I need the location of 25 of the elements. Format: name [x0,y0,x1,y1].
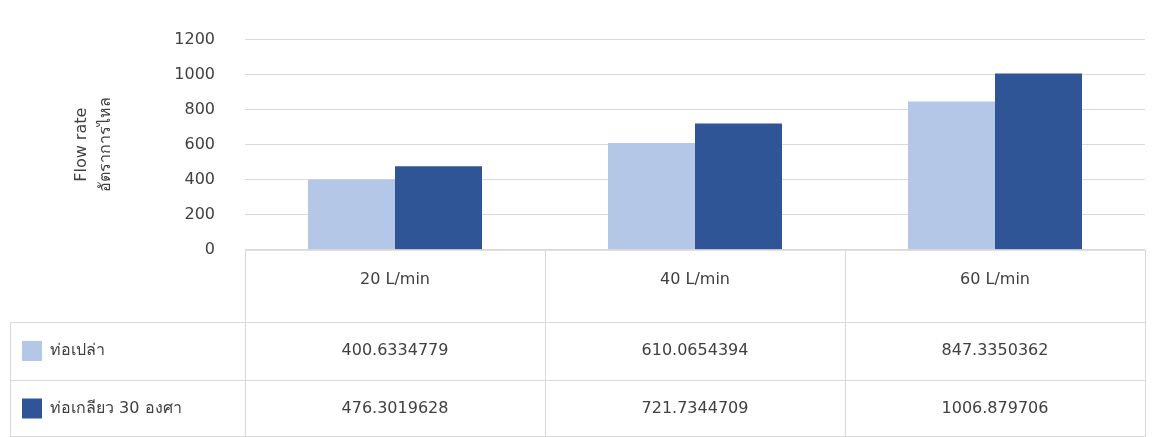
x-tick-label: 60 L/min [960,268,1030,288]
x-tick-label: 20 L/min [360,268,430,288]
data-label: 610.0654394 [641,340,749,360]
bar [908,101,995,250]
y-tick-label: 600 [184,133,215,153]
data-label: 721.7344709 [641,397,749,417]
legend-label: ท่อเปล่า [50,340,105,360]
x-tick-label: 40 L/min [660,268,730,288]
bar [395,166,482,250]
y-tick-label: 0 [204,238,215,258]
bar [695,123,782,250]
y-tick-label: 400 [184,168,215,188]
y-tick-label: 800 [184,98,215,118]
y-axis-title: Flow rate อัตราการไหล [71,97,115,193]
data-label: 400.6334779 [341,340,449,360]
bar [308,179,395,250]
data-label: 476.3019628 [341,397,449,417]
data-label: 847.3350362 [941,340,1049,360]
bar [995,73,1082,250]
y-tick-label: 200 [184,203,215,223]
y-tick-label: 1200 [174,28,215,48]
data-label: 1006.879706 [941,397,1049,417]
y-tick-label: 1000 [174,63,215,83]
legend-label: ท่อเกลียว 30 องศา [50,397,182,417]
bar [608,142,695,250]
